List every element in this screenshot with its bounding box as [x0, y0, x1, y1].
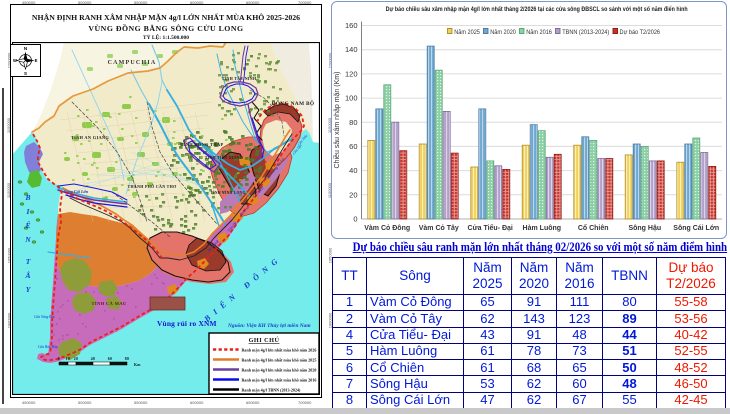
svg-text:Vàm Cỏ Đông: Vàm Cỏ Đông	[364, 225, 410, 232]
svg-text:80: 80	[124, 357, 128, 361]
svg-text:Ba Lai: Ba Lai	[275, 157, 284, 167]
svg-text:Vùng rủi ro XNM: Vùng rủi ro XNM	[157, 319, 217, 328]
svg-text:Cửa Đại: Cửa Đại	[291, 144, 302, 156]
svg-text:Ranh mặn 4g/l lớn nhất mùa khô: Ranh mặn 4g/l lớn nhất mùa khô năm 2020	[241, 367, 316, 372]
svg-text:80: 80	[349, 118, 357, 127]
svg-text:S: S	[24, 71, 27, 76]
svg-text:Cổ Chiên: Cổ Chiên	[578, 224, 609, 232]
svg-text:Cửa Sông Đốc: Cửa Sông Đốc	[34, 315, 56, 319]
svg-text:60: 60	[107, 357, 111, 361]
svg-text:20: 20	[73, 357, 77, 361]
svg-text:THÀNH PHỐ CẦN THƠ: THÀNH PHỐ CẦN THƠ	[127, 184, 177, 189]
svg-text:Ranh mặn 4g/l lớn nhất mùa khô: Ranh mặn 4g/l lớn nhất mùa khô năm 2025	[241, 357, 316, 362]
svg-text:E: E	[35, 58, 38, 63]
svg-text:Nguồn: Viện KH Thủy lợi miền N: Nguồn: Viện KH Thủy lợi miền Nam	[227, 322, 311, 329]
svg-text:Hàm Luông: Hàm Luông	[523, 225, 562, 232]
svg-text:60: 60	[349, 142, 357, 151]
svg-text:N: N	[24, 46, 27, 51]
svg-text:TỈNH VĨNH LONG: TỈNH VĨNH LONG	[210, 190, 245, 195]
svg-text:CAMPUCHIA: CAMPUCHIA	[107, 60, 156, 66]
svg-text:Cửa Tiểu- Đại: Cửa Tiểu- Đại	[467, 224, 512, 232]
svg-text:120: 120	[345, 69, 358, 78]
svg-text:0: 0	[57, 357, 59, 361]
svg-text:Km: Km	[134, 363, 141, 367]
svg-text:40: 40	[349, 166, 357, 175]
svg-text:100: 100	[345, 94, 358, 103]
svg-text:TỈNH CÀ MAU: TỈNH CÀ MAU	[91, 301, 126, 306]
svg-text:TỈNH TÂY NINH: TỈNH TÂY NINH	[221, 76, 256, 81]
svg-text:Sông Cái Lớn: Sông Cái Lớn	[673, 225, 719, 232]
svg-text:Ranh mặn 4g/l lớn nhất mùa khô: Ranh mặn 4g/l lớn nhất mùa khô năm 2026	[241, 347, 316, 352]
svg-text:0: 0	[353, 215, 357, 224]
svg-text:40: 40	[90, 357, 94, 361]
svg-text:TỈNH ĐỒNG THÁP: TỈNH ĐỒNG THÁP	[180, 142, 223, 147]
svg-text:Vàm Cỏ Tây: Vàm Cỏ Tây	[419, 225, 459, 232]
svg-text:Trần Đề: Trần Đề	[226, 221, 237, 233]
svg-text:20: 20	[349, 190, 357, 199]
svg-text:Sông Cái Lớn: Sông Cái Lớn	[64, 189, 89, 194]
svg-text:ĐÔNG NAM BỘ: ĐÔNG NAM BỘ	[271, 99, 314, 107]
svg-text:TỈNH AN GIANG: TỈNH AN GIANG	[70, 135, 109, 140]
svg-text:TỈNH TIỀN GIANG: TỈNH TIỀN GIANG	[204, 155, 242, 160]
svg-text:GHI CHÚ: GHI CHÚ	[248, 336, 279, 344]
svg-text:10: 10	[65, 357, 69, 361]
svg-text:Ranh mặn 4g/l TBNN (2013-2024): Ranh mặn 4g/l TBNN (2013-2024)	[241, 387, 300, 392]
svg-text:Cửa Bảy Háp: Cửa Bảy Háp	[38, 345, 58, 349]
svg-text:Sông Hậu: Sông Hậu	[628, 225, 661, 232]
svg-text:Ranh mặn 4g/l lớn nhất mùa khô: Ranh mặn 4g/l lớn nhất mùa khô năm 2016	[241, 377, 316, 382]
svg-text:W: W	[13, 58, 17, 63]
svg-text:160: 160	[345, 21, 358, 30]
svg-text:140: 140	[345, 45, 358, 54]
